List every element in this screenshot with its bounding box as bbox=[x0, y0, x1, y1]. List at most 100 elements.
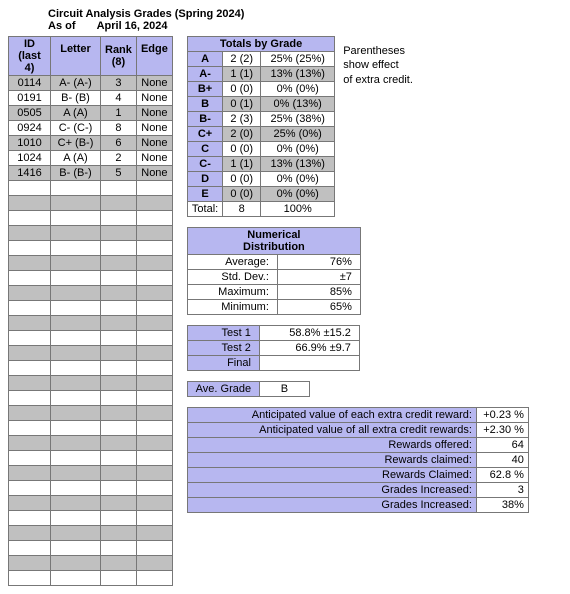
blank-cell bbox=[101, 421, 137, 436]
blank-cell bbox=[9, 421, 51, 436]
blank-cell bbox=[101, 331, 137, 346]
numdist-value: 76% bbox=[277, 255, 360, 270]
extra-label: Grades Increased: bbox=[187, 498, 476, 513]
cell-rank: 6 bbox=[101, 136, 137, 151]
blank-cell bbox=[9, 526, 51, 541]
totals-pct: 13% (13%) bbox=[261, 157, 335, 172]
cell-rank: 8 bbox=[101, 121, 137, 136]
cell-rank: 3 bbox=[101, 76, 137, 91]
cell-id: 0191 bbox=[9, 91, 51, 106]
blank-cell bbox=[136, 346, 172, 361]
blank-cell bbox=[9, 286, 51, 301]
cell-id: 0924 bbox=[9, 121, 51, 136]
cell-edge: None bbox=[136, 91, 172, 106]
extra-label: Grades Increased: bbox=[187, 483, 476, 498]
totals-footer-pct: 100% bbox=[261, 202, 335, 217]
extra-value: +2.30 % bbox=[476, 423, 528, 438]
cell-edge: None bbox=[136, 121, 172, 136]
blank-cell bbox=[136, 421, 172, 436]
blank-cell bbox=[51, 346, 101, 361]
ave-grade-value: B bbox=[259, 382, 309, 397]
cell-id: 0114 bbox=[9, 76, 51, 91]
cell-letter: A- (A-) bbox=[51, 76, 101, 91]
numdist-label: Maximum: bbox=[187, 285, 277, 300]
blank-cell bbox=[136, 316, 172, 331]
blank-cell bbox=[9, 406, 51, 421]
blank-cell bbox=[9, 481, 51, 496]
extra-value: +0.23 % bbox=[476, 408, 528, 423]
note-line1: Parentheses bbox=[343, 44, 413, 58]
blank-cell bbox=[136, 451, 172, 466]
blank-cell bbox=[9, 271, 51, 286]
grades-table: ID (last 4) Letter Rank (8) Edge 0114A- … bbox=[8, 36, 173, 586]
blank-cell bbox=[9, 256, 51, 271]
totals-count: 2 (3) bbox=[223, 112, 261, 127]
col-id-l2: (last 4) bbox=[13, 50, 46, 74]
blank-cell bbox=[51, 451, 101, 466]
blank-cell bbox=[101, 181, 137, 196]
extra-value: 38% bbox=[476, 498, 528, 513]
blank-cell bbox=[51, 241, 101, 256]
page-title: Circuit Analysis Grades (Spring 2024) bbox=[48, 8, 562, 20]
blank-cell bbox=[9, 571, 51, 586]
blank-cell bbox=[101, 346, 137, 361]
blank-cell bbox=[51, 406, 101, 421]
cell-letter: B- (B-) bbox=[51, 166, 101, 181]
blank-cell bbox=[136, 256, 172, 271]
numdist-t1: Numerical bbox=[192, 229, 356, 241]
totals-grade: B- bbox=[187, 112, 222, 127]
col-rank-l2: (8) bbox=[105, 56, 132, 68]
blank-cell bbox=[101, 376, 137, 391]
extra-label: Rewards offered: bbox=[187, 438, 476, 453]
blank-cell bbox=[136, 391, 172, 406]
cell-edge: None bbox=[136, 151, 172, 166]
blank-cell bbox=[51, 481, 101, 496]
numdist-value: ±7 bbox=[277, 270, 360, 285]
blank-cell bbox=[51, 196, 101, 211]
cell-id: 1010 bbox=[9, 136, 51, 151]
cell-id: 0505 bbox=[9, 106, 51, 121]
numdist-value: 85% bbox=[277, 285, 360, 300]
blank-cell bbox=[101, 226, 137, 241]
cell-rank: 5 bbox=[101, 166, 137, 181]
cell-rank: 2 bbox=[101, 151, 137, 166]
blank-cell bbox=[51, 301, 101, 316]
totals-grade: D bbox=[187, 172, 222, 187]
cell-edge: None bbox=[136, 106, 172, 121]
numdist-table: Numerical Distribution Average:76%Std. D… bbox=[187, 227, 361, 315]
blank-cell bbox=[101, 211, 137, 226]
cell-edge: None bbox=[136, 76, 172, 91]
totals-grade: A- bbox=[187, 67, 222, 82]
cell-rank: 4 bbox=[101, 91, 137, 106]
blank-cell bbox=[101, 571, 137, 586]
blank-cell bbox=[9, 181, 51, 196]
totals-footer-count: 8 bbox=[223, 202, 261, 217]
totals-count: 0 (0) bbox=[223, 187, 261, 202]
blank-cell bbox=[101, 541, 137, 556]
blank-cell bbox=[101, 481, 137, 496]
totals-pct: 25% (25%) bbox=[261, 52, 335, 67]
col-rank: Rank (8) bbox=[101, 37, 137, 76]
blank-cell bbox=[51, 211, 101, 226]
blank-cell bbox=[51, 511, 101, 526]
blank-cell bbox=[51, 181, 101, 196]
blank-cell bbox=[9, 556, 51, 571]
totals-pct: 0% (0%) bbox=[261, 172, 335, 187]
blank-cell bbox=[9, 241, 51, 256]
totals-grade: C- bbox=[187, 157, 222, 172]
totals-pct: 25% (0%) bbox=[261, 127, 335, 142]
extra-label: Anticipated value of each extra credit r… bbox=[187, 408, 476, 423]
test-label: Test 1 bbox=[187, 326, 259, 341]
numdist-label: Std. Dev.: bbox=[187, 270, 277, 285]
test-value: 58.8% ±15.2 bbox=[259, 326, 359, 341]
note-line2: show effect bbox=[343, 58, 413, 72]
blank-cell bbox=[51, 466, 101, 481]
blank-cell bbox=[51, 256, 101, 271]
blank-cell bbox=[101, 241, 137, 256]
blank-cell bbox=[101, 286, 137, 301]
blank-cell bbox=[136, 526, 172, 541]
cell-id: 1024 bbox=[9, 151, 51, 166]
extra-label: Rewards Claimed: bbox=[187, 468, 476, 483]
blank-cell bbox=[101, 316, 137, 331]
col-letter: Letter bbox=[51, 37, 101, 76]
